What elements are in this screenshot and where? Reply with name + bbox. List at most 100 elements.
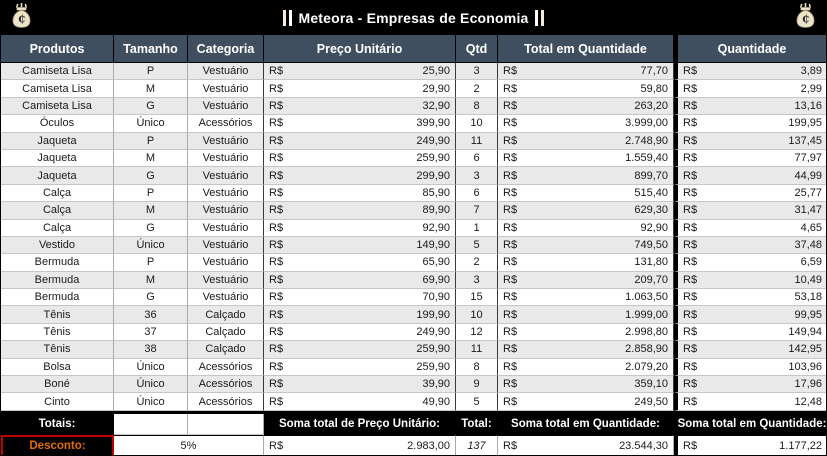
cell-qtd[interactable]: 6 [456,149,498,168]
cell-tamanho[interactable]: P [114,63,188,81]
cell-total-em-quantidade[interactable]: R$ 1.559,40 [498,149,674,168]
cell-quantidade[interactable]: R$ 4,65 [674,219,826,237]
cell-tamanho[interactable]: 37 [114,323,188,342]
total-qtd-value[interactable]: 137 [456,434,498,455]
cell-produto[interactable]: Tênis [1,341,114,359]
cell-tamanho[interactable]: G [114,219,188,237]
cell-preco-unitario[interactable]: R$ 89,90 [264,202,456,220]
cell-categoria[interactable]: Vestuário [188,149,264,168]
cell-tamanho[interactable]: 38 [114,341,188,359]
cell-categoria[interactable]: Vestuário [188,254,264,272]
cell-total-em-quantidade[interactable]: R$ 2.079,20 [498,358,674,377]
empty-cell[interactable] [188,413,264,435]
cell-quantidade[interactable]: R$ 6,59 [674,254,826,272]
cell-total-em-quantidade[interactable]: R$ 899,70 [498,167,674,185]
cell-qtd[interactable]: 3 [456,63,498,81]
desconto-value[interactable]: 5% [114,434,264,455]
header-total-em-quantidade[interactable]: Total em Quantidade [498,35,674,63]
cell-total-em-quantidade[interactable]: R$ 263,20 [498,97,674,116]
cell-categoria[interactable]: Vestuário [188,184,264,203]
empty-cell[interactable] [114,413,188,435]
cell-quantidade[interactable]: R$ 53,18 [674,289,826,307]
cell-produto[interactable]: Calça [1,219,114,237]
cell-total-em-quantidade[interactable]: R$ 131,80 [498,254,674,272]
cell-preco-unitario[interactable]: R$ 259,90 [264,149,456,168]
cell-total-em-quantidade[interactable]: R$ 515,40 [498,184,674,203]
cell-tamanho[interactable]: P [114,132,188,150]
header-produtos[interactable]: Produtos [1,35,114,63]
cell-produto[interactable]: Calça [1,202,114,220]
cell-preco-unitario[interactable]: R$ 199,90 [264,306,456,324]
cell-categoria[interactable]: Vestuário [188,289,264,307]
header-qtd[interactable]: Qtd [456,35,498,63]
cell-categoria[interactable]: Calçado [188,341,264,359]
cell-quantidade[interactable]: R$ 31,47 [674,202,826,220]
cell-categoria[interactable]: Vestuário [188,97,264,116]
cell-categoria[interactable]: Vestuário [188,80,264,98]
cell-preco-unitario[interactable]: R$ 25,90 [264,63,456,81]
cell-categoria[interactable]: Vestuário [188,132,264,150]
cell-qtd[interactable]: 8 [456,97,498,116]
cell-produto[interactable]: Calça [1,184,114,203]
cell-tamanho[interactable]: G [114,167,188,185]
cell-total-em-quantidade[interactable]: R$ 59,80 [498,80,674,98]
cell-total-em-quantidade[interactable]: R$ 749,50 [498,236,674,255]
cell-categoria[interactable]: Acessórios [188,376,264,394]
cell-qtd[interactable]: 2 [456,254,498,272]
cell-produto[interactable]: Bermuda [1,271,114,290]
cell-tamanho[interactable]: P [114,184,188,203]
cell-preco-unitario[interactable]: R$ 70,90 [264,289,456,307]
cell-tamanho[interactable]: Único [114,393,188,411]
cell-total-em-quantidade[interactable]: R$ 209,70 [498,271,674,290]
cell-tamanho[interactable]: Único [114,376,188,394]
cell-produto[interactable]: Camiseta Lisa [1,63,114,81]
cell-categoria[interactable]: Vestuário [188,219,264,237]
cell-produto[interactable]: Jaqueta [1,132,114,150]
cell-quantidade[interactable]: R$ 37,48 [674,236,826,255]
cell-total-em-quantidade[interactable]: R$ 77,70 [498,63,674,81]
cell-preco-unitario[interactable]: R$ 49,90 [264,393,456,411]
soma-quantidade-value[interactable]: R$ 1.177,22 [674,434,826,455]
cell-preco-unitario[interactable]: R$ 85,90 [264,184,456,203]
cell-produto[interactable]: Cinto [1,393,114,411]
cell-categoria[interactable]: Acessórios [188,358,264,377]
soma-preco-value[interactable]: R$ 2.983,00 [264,434,456,455]
cell-qtd[interactable]: 6 [456,184,498,203]
cell-produto[interactable]: Bermuda [1,254,114,272]
cell-preco-unitario[interactable]: R$ 249,90 [264,323,456,342]
cell-preco-unitario[interactable]: R$ 299,90 [264,167,456,185]
cell-tamanho[interactable]: M [114,80,188,98]
cell-qtd[interactable]: 9 [456,376,498,394]
cell-quantidade[interactable]: R$ 3,89 [674,63,826,81]
cell-produto[interactable]: Bermuda [1,289,114,307]
cell-quantidade[interactable]: R$ 103,96 [674,358,826,377]
cell-quantidade[interactable]: R$ 99,95 [674,306,826,324]
cell-produto[interactable]: Bolsa [1,358,114,377]
cell-total-em-quantidade[interactable]: R$ 1.999,00 [498,306,674,324]
cell-preco-unitario[interactable]: R$ 39,90 [264,376,456,394]
cell-produto[interactable]: Tênis [1,323,114,342]
cell-produto[interactable]: Camiseta Lisa [1,80,114,98]
cell-categoria[interactable]: Calçado [188,306,264,324]
desconto-label[interactable]: Desconto: [1,434,114,455]
cell-categoria[interactable]: Vestuário [188,63,264,81]
cell-preco-unitario[interactable]: R$ 69,90 [264,271,456,290]
cell-qtd[interactable]: 10 [456,115,498,133]
cell-qtd[interactable]: 15 [456,289,498,307]
cell-quantidade[interactable]: R$ 44,99 [674,167,826,185]
cell-tamanho[interactable]: G [114,289,188,307]
cell-produto[interactable]: Tênis [1,306,114,324]
cell-quantidade[interactable]: R$ 149,94 [674,323,826,342]
cell-quantidade[interactable]: R$ 25,77 [674,184,826,203]
cell-preco-unitario[interactable]: R$ 29,90 [264,80,456,98]
cell-qtd[interactable]: 5 [456,393,498,411]
cell-produto[interactable]: Vestido [1,236,114,255]
cell-qtd[interactable]: 1 [456,219,498,237]
cell-categoria[interactable]: Calçado [188,323,264,342]
header-categoria[interactable]: Categoria [188,35,264,63]
cell-produto[interactable]: Óculos [1,115,114,133]
cell-tamanho[interactable]: G [114,97,188,116]
cell-preco-unitario[interactable]: R$ 399,90 [264,115,456,133]
cell-quantidade[interactable]: R$ 17,96 [674,376,826,394]
cell-quantidade[interactable]: R$ 10,49 [674,271,826,290]
